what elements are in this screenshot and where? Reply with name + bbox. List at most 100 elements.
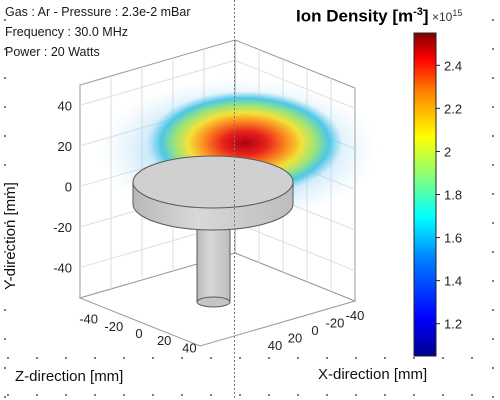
dot xyxy=(492,106,494,108)
z-tick-label: -20 xyxy=(104,319,123,334)
x-axis-label: X-direction [mm] xyxy=(318,366,428,383)
dot xyxy=(492,193,494,195)
z-tick-label: 0 xyxy=(135,326,142,341)
dot xyxy=(355,357,357,359)
dot xyxy=(471,394,473,396)
dot xyxy=(492,367,494,369)
dot xyxy=(4,280,6,282)
x-tick-label: -20 xyxy=(326,315,345,330)
dot xyxy=(326,394,328,396)
y-tick-label: -20 xyxy=(53,220,72,235)
dotted-border xyxy=(4,19,494,398)
dot xyxy=(492,309,494,311)
dot xyxy=(492,135,494,137)
dot xyxy=(4,222,6,224)
dot xyxy=(384,394,386,396)
dot xyxy=(413,394,415,396)
dot xyxy=(492,19,494,21)
x-tick-label: 40 xyxy=(268,338,282,353)
x-tick-label: 20 xyxy=(288,331,302,346)
power-text: Power : 20 Watts xyxy=(5,45,100,59)
dot xyxy=(7,394,9,396)
colorbar-tick-label: 2.2 xyxy=(444,101,462,116)
z-tick-label: -40 xyxy=(79,312,98,327)
dot xyxy=(492,396,494,398)
dot xyxy=(7,357,9,359)
dot xyxy=(442,394,444,396)
dot xyxy=(492,48,494,50)
x-tick-label: -40 xyxy=(346,308,365,323)
dot xyxy=(492,77,494,79)
dot xyxy=(123,394,125,396)
grid-line-y xyxy=(79,59,236,106)
dot xyxy=(152,357,154,359)
dot xyxy=(4,106,6,108)
colorbar-tick-label: 1.6 xyxy=(444,231,462,246)
z-tick-label: 20 xyxy=(157,333,171,348)
dot xyxy=(4,164,6,166)
y-tick-label: -40 xyxy=(53,261,72,276)
colorbar-title: Ion Density [m-3] xyxy=(296,6,429,26)
dot xyxy=(492,280,494,282)
dot xyxy=(123,357,125,359)
dot xyxy=(268,394,270,396)
dot xyxy=(355,394,357,396)
colorbar-tick-label: 1.4 xyxy=(444,274,462,289)
disk-top xyxy=(132,155,294,209)
frequency-text: Frequency : 30.0 MHz xyxy=(5,25,128,39)
dot xyxy=(297,357,299,359)
dot xyxy=(413,357,415,359)
colorbar-tick-label: 2.4 xyxy=(444,58,462,73)
dot xyxy=(4,309,6,311)
dot xyxy=(181,394,183,396)
dot xyxy=(94,357,96,359)
dot xyxy=(4,48,6,50)
colorbar-tick-label: 2 xyxy=(444,144,451,159)
dot xyxy=(4,396,6,398)
dot xyxy=(492,222,494,224)
z-tick-label: 40 xyxy=(182,340,196,355)
dot xyxy=(384,357,386,359)
dot xyxy=(210,357,212,359)
dot xyxy=(492,251,494,253)
dot xyxy=(4,193,6,195)
dot xyxy=(4,77,6,79)
z-axis-ticks: -40 -20 0 20 40 xyxy=(79,312,196,356)
dot xyxy=(239,357,241,359)
dot xyxy=(326,357,328,359)
dot xyxy=(471,357,473,359)
x-tick-label: 0 xyxy=(311,323,318,338)
dot xyxy=(4,19,6,21)
pedestal-stem-base xyxy=(196,296,231,308)
y-tick-label: 20 xyxy=(58,139,72,154)
y-axis-label: Y-direction [mm] xyxy=(2,182,19,290)
dot xyxy=(4,251,6,253)
dot xyxy=(4,338,6,340)
electrode-pedestal xyxy=(132,155,294,308)
dot xyxy=(181,357,183,359)
y-tick-label: 40 xyxy=(58,98,72,113)
dot xyxy=(297,394,299,396)
grid-line-y xyxy=(234,222,356,272)
dot xyxy=(65,394,67,396)
colorbar-scale-factor: ×1015 xyxy=(432,8,463,24)
dot xyxy=(492,164,494,166)
dot xyxy=(36,357,38,359)
x-axis-ticks: -40-20 0 20 40 xyxy=(268,308,365,353)
colorbar-tick-label: 1.8 xyxy=(444,188,462,203)
dot xyxy=(210,394,212,396)
y-tick-label: 0 xyxy=(65,179,72,194)
dot xyxy=(36,394,38,396)
dot xyxy=(4,135,6,137)
colorbar-gradient xyxy=(413,32,437,357)
dot xyxy=(492,338,494,340)
dot xyxy=(239,394,241,396)
dot xyxy=(4,367,6,369)
dot xyxy=(94,394,96,396)
dot xyxy=(65,357,67,359)
colorbar-tick-label: 1.2 xyxy=(444,317,462,332)
y-axis-ticks: 40 20 0 -20 -40 xyxy=(53,98,72,275)
colorbar-ticks: 1.2 1.4 1.6 1.8 2 2.2 2.4 xyxy=(436,58,462,332)
gas-pressure-text: Gas : Ar - Pressure : 2.3e-2 mBar xyxy=(5,5,191,19)
